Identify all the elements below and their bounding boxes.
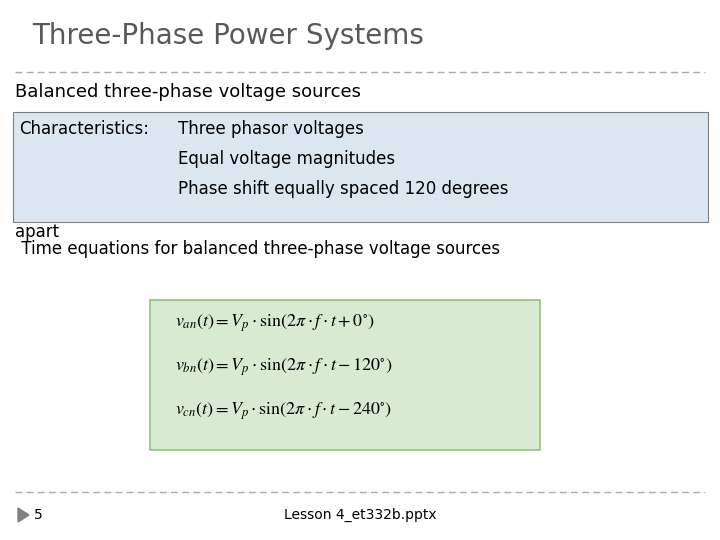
Text: Time equations for balanced three-phase voltage sources: Time equations for balanced three-phase …	[16, 240, 500, 258]
Text: $v_{an}(t) = V_p \cdot \mathrm{sin}(2\pi \cdot f \cdot t + 0^{\circ})$: $v_{an}(t) = V_p \cdot \mathrm{sin}(2\pi…	[175, 312, 374, 334]
Text: 5: 5	[34, 508, 42, 522]
Text: Three phasor voltages: Three phasor voltages	[178, 120, 364, 138]
Polygon shape	[18, 508, 29, 522]
Text: $v_{cn}(t) = V_p \cdot \mathrm{sin}(2\pi \cdot f \cdot t - 240^{\circ})$: $v_{cn}(t) = V_p \cdot \mathrm{sin}(2\pi…	[175, 400, 392, 422]
Text: Equal voltage magnitudes: Equal voltage magnitudes	[178, 150, 395, 168]
FancyBboxPatch shape	[13, 112, 708, 222]
Text: apart: apart	[15, 223, 59, 241]
Text: Phase shift equally spaced 120 degrees: Phase shift equally spaced 120 degrees	[178, 180, 508, 198]
Text: Balanced three-phase voltage sources: Balanced three-phase voltage sources	[15, 83, 361, 101]
Text: Lesson 4_et332b.pptx: Lesson 4_et332b.pptx	[284, 508, 436, 522]
Text: Characteristics:: Characteristics:	[19, 120, 149, 138]
Text: Three-Phase Power Systems: Three-Phase Power Systems	[32, 22, 424, 50]
FancyBboxPatch shape	[150, 300, 540, 450]
Text: $v_{bn}(t) = V_p \cdot \mathrm{sin}(2\pi \cdot f \cdot t - 120^{\circ})$: $v_{bn}(t) = V_p \cdot \mathrm{sin}(2\pi…	[175, 356, 392, 377]
